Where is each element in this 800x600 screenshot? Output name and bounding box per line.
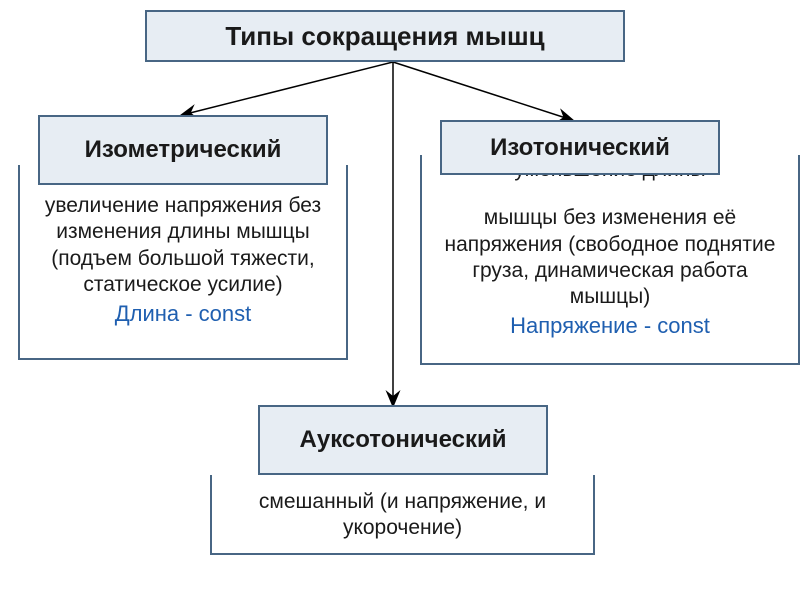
diagram-title-text: Типы сокращения мышц xyxy=(225,21,544,52)
auxotonic-description: смешанный (и напряжение, и укорочение) xyxy=(210,475,595,555)
isometric-label-text: Изометрический xyxy=(85,136,282,164)
auxotonic-label: Ауксотонический xyxy=(258,405,548,475)
arrow-to-isometric xyxy=(182,62,393,115)
isometric-const: Длина - const xyxy=(30,300,336,328)
isotonic-const: Напряжение - const xyxy=(432,312,788,340)
isometric-description: увеличение напряжения без изменения длин… xyxy=(18,165,348,360)
isotonic-label-text: Изотонический xyxy=(490,134,670,162)
auxotonic-label-text: Ауксотонический xyxy=(300,426,507,454)
isotonic-label: Изотонический xyxy=(440,120,720,175)
auxotonic-desc-text: смешанный (и напряжение, и укорочение) xyxy=(222,489,583,542)
isotonic-desc-text: мышцы без изменения её напряжения (свобо… xyxy=(432,205,788,310)
isotonic-description: уменьшение длины мышцы без изменения её … xyxy=(420,155,800,365)
arrow-to-isotonic xyxy=(393,62,572,120)
isometric-desc-text: увеличение напряжения без изменения длин… xyxy=(30,193,336,298)
isometric-label: Изометрический xyxy=(38,115,328,185)
diagram-title: Типы сокращения мышц xyxy=(145,10,625,62)
